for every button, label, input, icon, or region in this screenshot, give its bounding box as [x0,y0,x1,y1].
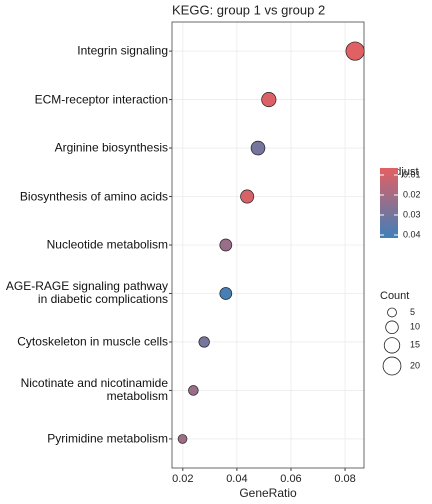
x-tick-label: 0.08 [334,473,355,485]
colorbar-label: 0.04 [403,229,421,239]
y-tick-label: Nucleotide metabolism [46,237,168,252]
x-tick-label: 0.02 [172,473,193,485]
point [188,385,199,396]
size-key [383,337,401,354]
x-tick-label: 0.04 [226,473,247,485]
y-tick-label: Cytoskeleton in muscle cells [17,334,168,349]
point [261,92,277,108]
colorbar-label: 0.01 [403,169,421,179]
size-key [382,356,402,376]
point [250,140,266,156]
size-label: 10 [410,322,420,332]
point [198,336,210,348]
colorbar-label: 0.02 [403,189,421,199]
size-key [387,307,397,318]
size-label: 20 [410,360,420,370]
x-tick-label: 0.06 [280,473,301,485]
point [177,434,188,444]
size-legend-title: Count [380,290,409,302]
y-tick-label: Nicotinate and nicotinamide metabolism [20,376,168,404]
size-label: 15 [410,340,420,350]
y-tick-label: Pyrimidine metabolism [47,431,168,446]
colorbar-label: 0.03 [403,209,421,219]
size-label: 5 [410,307,415,317]
size-key [385,320,399,334]
point [219,238,233,252]
point [240,189,255,204]
panel [171,21,365,469]
y-tick-label: Integrin signaling [77,43,168,58]
point [345,41,365,61]
y-tick-label: ECM-receptor interaction [34,92,168,107]
chart-title: KEGG: group 1 vs group 2 [172,2,325,17]
y-tick-label: AGE-RAGE signaling pathway in diabetic c… [5,279,168,307]
y-tick-label: Biosynthesis of amino acids [19,189,168,204]
y-tick-label: Arginine biosynthesis [54,140,168,155]
point [219,287,233,300]
x-axis-label: GeneRatio [239,486,297,500]
colorbar [380,168,398,238]
